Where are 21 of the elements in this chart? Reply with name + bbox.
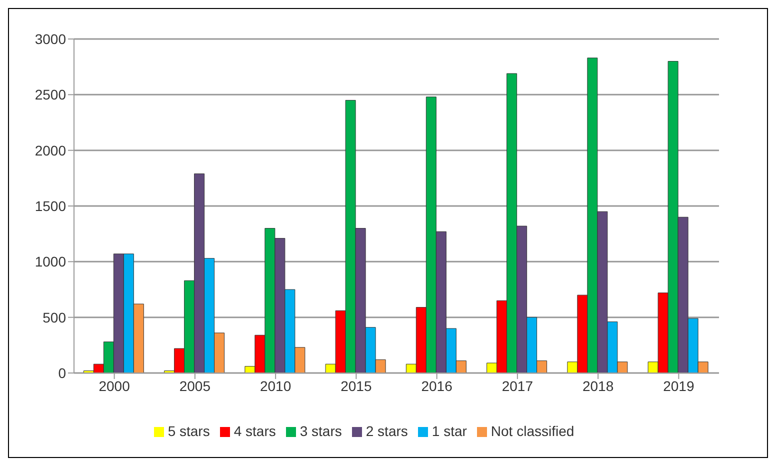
- legend-label: Not classified: [490, 423, 574, 439]
- y-tick-label: 1000: [34, 254, 66, 270]
- x-tick-label: 2000: [98, 378, 130, 394]
- legend-label: 4 stars: [234, 423, 276, 439]
- y-tick-label: 3000: [34, 30, 66, 47]
- legend-label: 2 stars: [366, 423, 408, 439]
- x-tick-label: 2017: [502, 378, 534, 394]
- legend-label: 3 stars: [300, 423, 342, 439]
- x-tick-label: 2010: [260, 378, 292, 394]
- y-tick-label: 500: [42, 309, 66, 326]
- x-tick-label: 2019: [663, 378, 694, 394]
- x-tick-label: 2005: [179, 378, 211, 394]
- x-tick-label: 2015: [340, 378, 372, 394]
- x-tick-label: 2016: [421, 378, 453, 394]
- legend-label: 5 stars: [168, 423, 210, 439]
- y-tick-label: 2000: [34, 142, 66, 158]
- x-tick-label: 2018: [582, 378, 614, 394]
- y-tick-label: 2500: [34, 86, 66, 103]
- y-tick-label: 1500: [34, 198, 66, 214]
- y-tick-label: 0: [58, 364, 66, 381]
- legend-label: 1 star: [432, 423, 467, 439]
